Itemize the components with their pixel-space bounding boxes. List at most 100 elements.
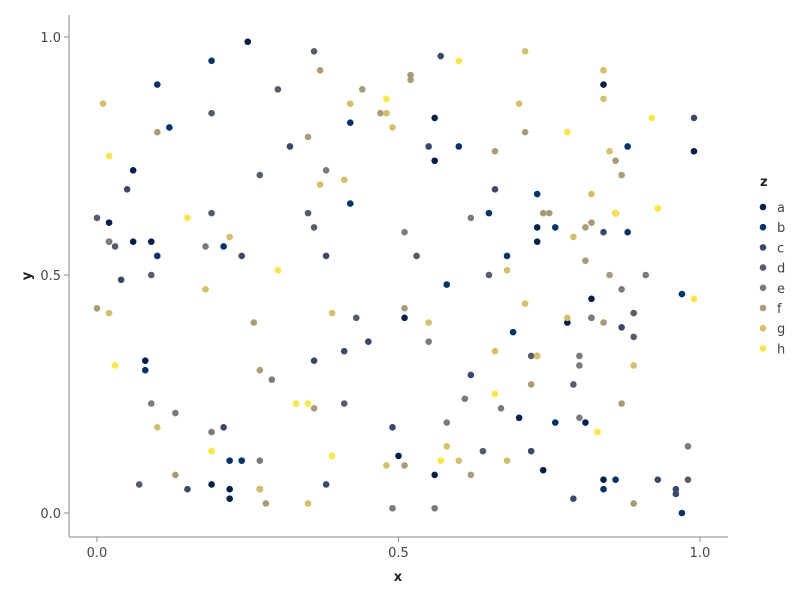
data-point-f xyxy=(545,209,553,217)
data-point-g xyxy=(521,47,529,55)
x-tick-label: 1.0 xyxy=(690,546,711,561)
legend-marker-b xyxy=(759,223,767,231)
data-point-f xyxy=(401,305,408,312)
data-point-h xyxy=(564,128,571,136)
data-point-b xyxy=(600,485,607,493)
data-point-c xyxy=(220,424,227,431)
data-point-h xyxy=(304,400,312,407)
data-point-e xyxy=(684,443,692,450)
data-point-c xyxy=(690,114,698,122)
data-point-a xyxy=(564,319,571,326)
legend-marker-a xyxy=(759,203,767,211)
data-point-d xyxy=(208,109,215,117)
data-point-f xyxy=(612,157,619,165)
data-point-h xyxy=(455,57,463,65)
data-point-a xyxy=(533,238,541,245)
data-point-g xyxy=(564,314,571,322)
data-point-d xyxy=(93,214,101,222)
data-point-b xyxy=(208,57,215,65)
data-point-d xyxy=(147,271,155,279)
data-point-g xyxy=(570,233,577,241)
data-point-g xyxy=(316,181,324,188)
data-point-b xyxy=(624,228,631,236)
data-point-g xyxy=(455,457,463,464)
data-point-a xyxy=(208,481,215,488)
data-point-b xyxy=(503,252,511,260)
data-point-e xyxy=(461,395,469,403)
data-point-c xyxy=(527,447,535,455)
y-axis-title: y xyxy=(20,271,35,280)
data-point-g xyxy=(328,309,336,317)
data-point-g xyxy=(202,285,209,293)
data-point-d xyxy=(630,309,637,317)
data-point-a xyxy=(226,495,233,503)
data-point-e xyxy=(618,285,625,293)
data-point-c xyxy=(389,424,396,431)
data-point-b xyxy=(238,457,246,464)
data-point-f xyxy=(618,400,625,407)
legend-label-h: h xyxy=(777,342,785,357)
legend-label-c: c xyxy=(777,241,784,256)
data-point-c xyxy=(123,186,131,193)
data-point-h xyxy=(292,400,300,407)
data-point-f xyxy=(521,128,529,136)
data-point-h xyxy=(105,152,113,160)
data-point-e xyxy=(322,166,330,174)
data-point-e xyxy=(105,238,113,245)
data-point-a xyxy=(401,314,408,322)
data-point-c xyxy=(600,228,607,236)
data-point-a xyxy=(129,238,137,245)
data-point-c xyxy=(365,338,372,345)
legend-marker-g xyxy=(759,324,767,332)
data-point-d xyxy=(527,352,535,360)
data-point-a xyxy=(431,157,438,165)
data-point-f xyxy=(304,133,312,141)
data-point-f xyxy=(250,319,258,326)
data-point-a xyxy=(600,476,607,483)
y-tick-label: 0.5 xyxy=(40,269,61,284)
legend-label-d: d xyxy=(777,262,785,277)
data-point-c xyxy=(491,186,499,193)
data-point-h xyxy=(383,95,390,103)
data-point-g xyxy=(425,319,432,326)
data-point-g xyxy=(226,233,233,241)
data-point-c xyxy=(425,143,432,150)
data-point-g xyxy=(503,457,511,464)
data-point-a xyxy=(431,114,438,122)
data-point-e xyxy=(642,271,650,279)
data-point-c xyxy=(570,495,577,503)
data-point-g xyxy=(630,362,637,369)
data-point-f xyxy=(154,128,161,136)
data-point-h xyxy=(690,295,698,303)
data-point-h xyxy=(648,114,656,122)
data-point-e xyxy=(588,314,595,322)
legend-label-f: f xyxy=(777,302,782,317)
data-point-g xyxy=(304,500,312,507)
data-point-d xyxy=(340,400,348,407)
data-point-f xyxy=(588,219,595,226)
data-point-d xyxy=(208,209,215,217)
data-point-e xyxy=(425,338,432,345)
data-point-b xyxy=(533,190,541,198)
data-point-f xyxy=(256,366,264,374)
legend-marker-d xyxy=(759,264,767,271)
data-point-e xyxy=(431,504,438,512)
data-point-h xyxy=(184,214,191,222)
data-point-e xyxy=(443,419,451,426)
data-point-e xyxy=(576,414,583,422)
data-point-a xyxy=(690,147,698,155)
data-point-g xyxy=(383,109,390,117)
data-point-g xyxy=(491,347,499,355)
data-point-a xyxy=(533,224,541,231)
data-point-h xyxy=(654,205,662,212)
legend-marker-f xyxy=(759,304,767,312)
data-point-f xyxy=(401,462,408,469)
data-point-d xyxy=(413,252,420,260)
x-axis-title: x xyxy=(394,570,403,585)
data-point-b xyxy=(612,476,619,483)
data-point-e xyxy=(147,400,155,407)
data-point-b xyxy=(455,143,463,150)
data-point-g xyxy=(533,352,541,360)
data-point-f xyxy=(377,109,384,117)
data-point-e xyxy=(256,457,264,464)
